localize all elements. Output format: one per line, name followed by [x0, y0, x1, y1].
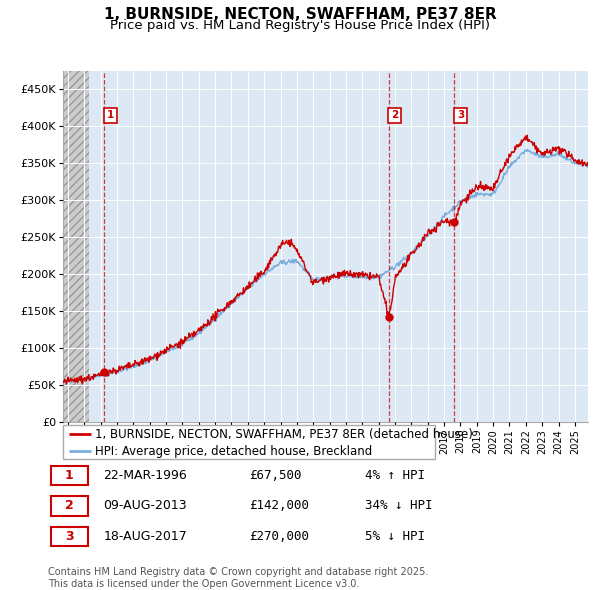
Text: 4% ↑ HPI: 4% ↑ HPI — [365, 469, 425, 482]
FancyBboxPatch shape — [50, 496, 88, 516]
Text: £67,500: £67,500 — [248, 469, 301, 482]
Text: 09-AUG-2013: 09-AUG-2013 — [103, 499, 187, 513]
Text: £270,000: £270,000 — [248, 530, 308, 543]
FancyBboxPatch shape — [63, 425, 435, 459]
Text: 22-MAR-1996: 22-MAR-1996 — [103, 469, 187, 482]
Text: 1: 1 — [107, 110, 114, 120]
Text: 18-AUG-2017: 18-AUG-2017 — [103, 530, 187, 543]
Text: HPI: Average price, detached house, Breckland: HPI: Average price, detached house, Brec… — [95, 445, 372, 458]
Text: 34% ↓ HPI: 34% ↓ HPI — [365, 499, 432, 513]
Text: 2: 2 — [65, 499, 73, 513]
Text: Price paid vs. HM Land Registry's House Price Index (HPI): Price paid vs. HM Land Registry's House … — [110, 19, 490, 32]
Text: 5% ↓ HPI: 5% ↓ HPI — [365, 530, 425, 543]
Text: £142,000: £142,000 — [248, 499, 308, 513]
Bar — [63, 71, 89, 422]
Text: 3: 3 — [457, 110, 464, 120]
FancyBboxPatch shape — [50, 466, 88, 486]
Text: 1, BURNSIDE, NECTON, SWAFFHAM, PE37 8ER: 1, BURNSIDE, NECTON, SWAFFHAM, PE37 8ER — [104, 7, 496, 22]
Text: 3: 3 — [65, 530, 73, 543]
FancyBboxPatch shape — [50, 526, 88, 546]
Text: 2: 2 — [391, 110, 398, 120]
Text: 1: 1 — [65, 469, 73, 482]
Text: 1, BURNSIDE, NECTON, SWAFFHAM, PE37 8ER (detached house): 1, BURNSIDE, NECTON, SWAFFHAM, PE37 8ER … — [95, 428, 472, 441]
Text: Contains HM Land Registry data © Crown copyright and database right 2025.
This d: Contains HM Land Registry data © Crown c… — [48, 567, 428, 589]
